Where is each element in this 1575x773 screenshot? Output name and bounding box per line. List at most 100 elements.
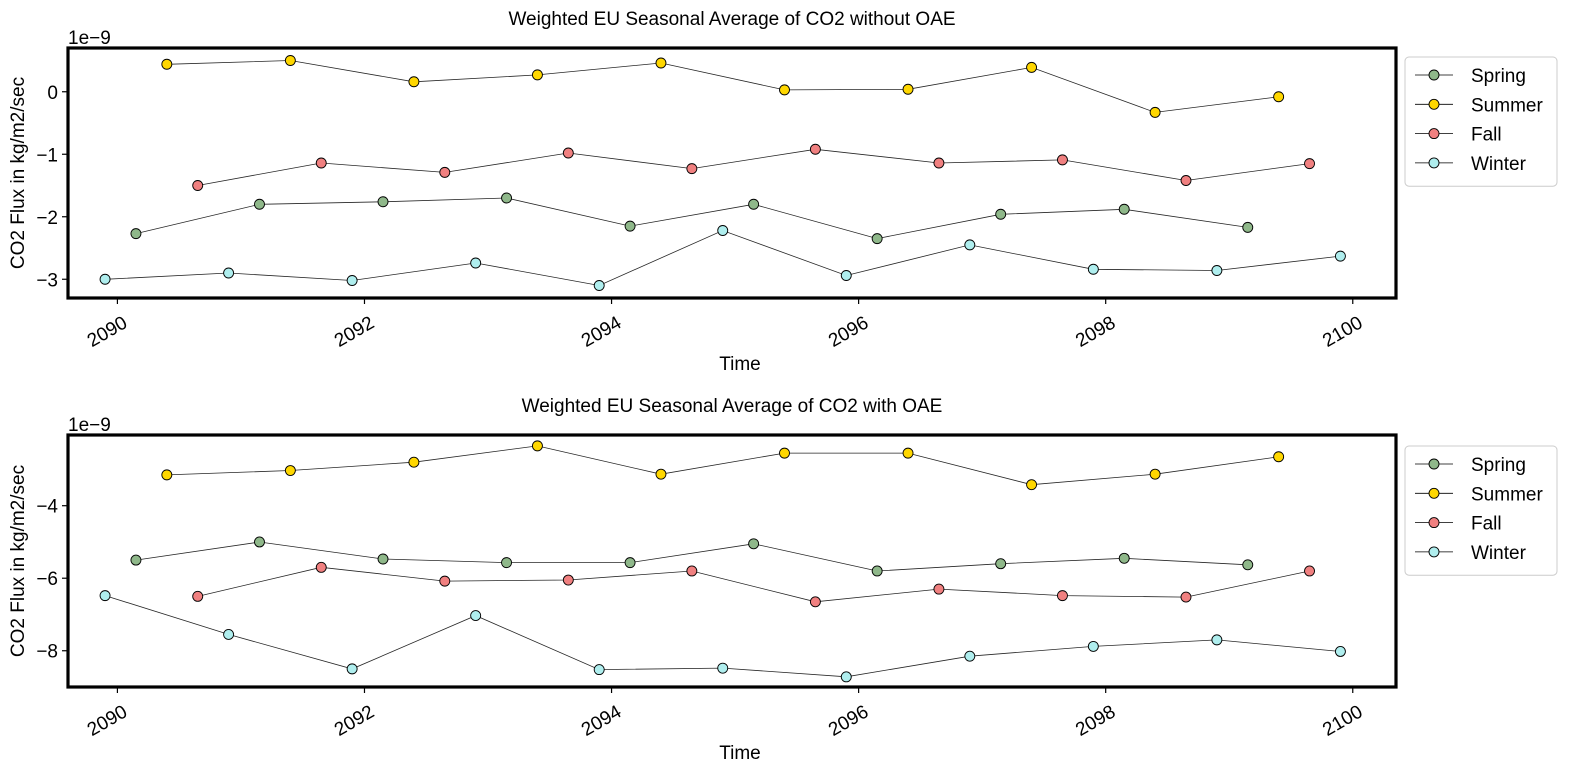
data-point-summer (161, 469, 173, 481)
data-point-winter (99, 590, 111, 602)
legend-label-fall: Fall (1471, 125, 1502, 146)
legend-marker-summer (1428, 487, 1440, 499)
series-line-summer (166, 445, 1279, 486)
data-point-winter (1087, 640, 1099, 652)
data-point-summer (408, 76, 420, 88)
legend-marker-spring (1428, 69, 1440, 81)
y-tick-label: −4 (36, 497, 58, 518)
x-tick-label: 2098 (1072, 312, 1119, 351)
legend: Spring Summer Fall Winter (1404, 445, 1558, 576)
data-point-spring (1118, 203, 1130, 215)
data-point-fall (315, 157, 327, 169)
data-point-fall (686, 163, 698, 175)
data-point-summer (284, 465, 296, 476)
legend-label-winter: Winter (1471, 543, 1527, 564)
data-point-winter (964, 650, 976, 662)
data-point-fall (562, 574, 574, 586)
data-point-spring (377, 196, 389, 208)
data-point-summer (531, 69, 543, 81)
series-line-fall (197, 148, 1310, 186)
data-point-spring (130, 228, 142, 240)
data-point-summer (531, 440, 543, 452)
plot-frame (66, 46, 1398, 300)
y-axis-label: CO2 Flux in kg/m2/sec (8, 465, 29, 657)
data-point-summer (1149, 106, 1161, 118)
legend-marker-fall (1428, 128, 1440, 140)
data-point-summer (1149, 468, 1161, 480)
legend-label-fall: Fall (1471, 514, 1502, 535)
chart-panel-1: Weighted EU Seasonal Average of CO2 with… (8, 9, 1558, 375)
data-point-spring (1118, 552, 1130, 564)
x-tick-label: 2094 (578, 312, 625, 352)
data-point-summer (655, 468, 667, 480)
x-tick-label: 2094 (578, 701, 625, 741)
data-point-winter (223, 267, 235, 279)
legend-marker-winter (1428, 546, 1440, 558)
data-point-fall (933, 157, 945, 169)
x-tick-label: 2096 (825, 312, 872, 351)
data-point-winter (593, 664, 605, 676)
data-point-fall (809, 143, 821, 155)
x-axis-label: Time (719, 354, 761, 375)
data-point-winter (346, 275, 358, 286)
series-line-spring (135, 541, 1248, 572)
data-point-spring (624, 220, 636, 232)
data-point-summer (284, 55, 296, 66)
chart-title: Weighted EU Seasonal Average of CO2 with… (522, 396, 943, 417)
data-point-fall (1057, 590, 1068, 602)
data-point-summer (779, 447, 790, 459)
legend-marker-winter (1428, 157, 1440, 169)
x-tick-label: 2098 (1072, 701, 1119, 740)
data-point-winter (717, 662, 729, 674)
y-offset-label: 1e−9 (68, 415, 111, 436)
data-point-winter (1211, 634, 1223, 646)
data-point-winter (593, 280, 605, 291)
chart-panel-2: Weighted EU Seasonal Average of CO2 with… (8, 396, 1558, 764)
data-point-winter (840, 671, 852, 683)
data-point-fall (562, 147, 574, 159)
y-offset-label: 1e−9 (68, 28, 111, 49)
data-point-fall (1304, 565, 1315, 577)
data-point-winter (223, 628, 235, 640)
legend-box (1404, 445, 1558, 576)
data-point-fall (686, 565, 698, 577)
legend-label-spring: Spring (1471, 66, 1526, 87)
data-point-spring (501, 192, 512, 204)
data-point-summer (779, 84, 790, 96)
x-tick-label: 2100 (1319, 312, 1366, 351)
data-point-spring (748, 538, 760, 550)
data-point-winter (1334, 646, 1346, 657)
data-point-fall (809, 596, 821, 608)
data-point-spring (871, 233, 883, 245)
legend-label-spring: Spring (1471, 455, 1526, 476)
plot-frame (66, 433, 1398, 689)
chart-title: Weighted EU Seasonal Average of CO2 with… (508, 9, 955, 30)
y-tick-label: −2 (36, 208, 58, 229)
data-point-winter (346, 663, 358, 675)
legend-label-winter: Winter (1471, 154, 1527, 175)
data-point-summer (408, 456, 420, 468)
data-point-winter (1087, 263, 1099, 275)
data-point-fall (1057, 154, 1068, 166)
legend-label-summer: Summer (1471, 484, 1543, 505)
data-point-spring (254, 198, 265, 210)
y-tick-label: 0 (47, 83, 58, 104)
data-point-summer (655, 57, 667, 69)
data-point-summer (1026, 479, 1038, 491)
data-point-summer (1273, 91, 1285, 103)
data-point-fall (439, 575, 451, 587)
y-axis-label: CO2 Flux in kg/m2/sec (8, 77, 29, 269)
legend-marker-spring (1428, 458, 1440, 470)
data-point-summer (902, 447, 914, 459)
data-point-winter (964, 239, 976, 251)
data-point-spring (1242, 221, 1254, 233)
legend-marker-summer (1428, 98, 1440, 110)
y-tick-label: −6 (36, 569, 58, 590)
data-point-fall (315, 561, 327, 573)
legend-marker-fall (1428, 517, 1440, 529)
data-point-winter (99, 273, 111, 285)
data-point-fall (1304, 158, 1315, 170)
data-point-winter (1334, 250, 1346, 262)
data-point-winter (1211, 265, 1223, 276)
